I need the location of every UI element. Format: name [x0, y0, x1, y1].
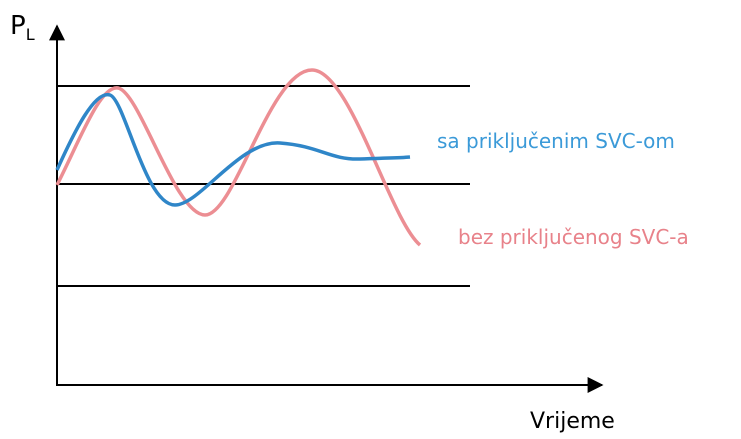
curve-without-svc	[55, 68, 422, 247]
x-axis-label: Vrijeme	[530, 409, 615, 434]
y-label-sub: L	[26, 25, 35, 44]
curve-with-svc	[55, 92, 411, 207]
y-label-main: P	[10, 11, 26, 41]
curve-label: bez priključenog SVC-a	[458, 225, 689, 249]
y-axis-label: PL	[10, 11, 35, 44]
curve-label: sa priključenim SVC-om	[437, 129, 675, 153]
